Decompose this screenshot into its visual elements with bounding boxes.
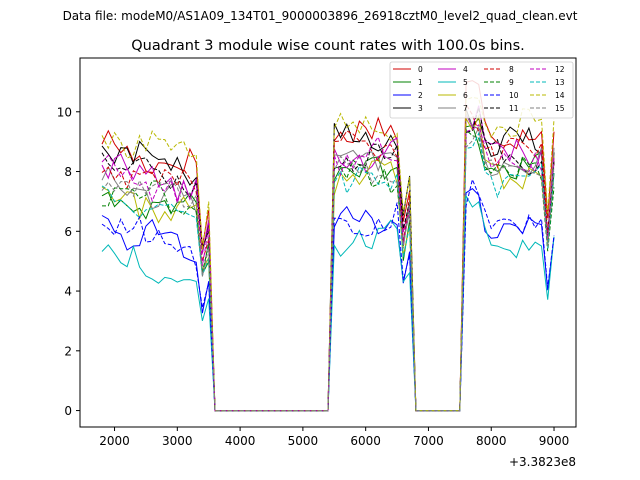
legend-label-14: 14 xyxy=(555,91,565,100)
series-lines xyxy=(101,80,555,412)
x-tick-label: 5000 xyxy=(288,434,319,448)
y-tick-label: 6 xyxy=(64,225,72,239)
x-offset-label: +3.3823e8 xyxy=(509,455,576,469)
y-axis: 0 2 4 6 8 10 xyxy=(57,105,80,418)
figure-suptitle: Data file: modeM0/AS1A09_134T01_90000038… xyxy=(63,9,578,23)
x-tick-label: 6000 xyxy=(350,434,381,448)
legend-label-12: 12 xyxy=(555,65,565,74)
legend-label-6: 6 xyxy=(463,91,468,100)
legend-label-3: 3 xyxy=(418,104,423,113)
series-line-15 xyxy=(101,125,555,412)
x-tick-label: 9000 xyxy=(539,434,570,448)
legend-label-10: 10 xyxy=(509,91,519,100)
legend-label-15: 15 xyxy=(555,104,565,113)
x-tick-label: 7000 xyxy=(413,434,444,448)
legend-label-11: 11 xyxy=(509,104,519,113)
series-line-13 xyxy=(101,131,555,412)
x-tick-label: 2000 xyxy=(99,434,130,448)
y-tick-label: 0 xyxy=(64,404,72,418)
legend-label-1: 1 xyxy=(418,78,423,87)
legend-label-2: 2 xyxy=(418,91,423,100)
legend-label-4: 4 xyxy=(463,65,468,74)
y-tick-label: 10 xyxy=(57,105,72,119)
legend-label-13: 13 xyxy=(555,78,565,87)
legend-label-0: 0 xyxy=(418,65,423,74)
legend-label-7: 7 xyxy=(463,104,468,113)
x-tick-label: 3000 xyxy=(162,434,193,448)
x-tick-label: 4000 xyxy=(225,434,256,448)
legend-label-8: 8 xyxy=(509,65,514,74)
y-tick-label: 2 xyxy=(64,344,72,358)
x-axis: 2000 3000 4000 5000 6000 7000 8000 9000 xyxy=(99,427,569,448)
legend-box xyxy=(389,61,574,119)
legend-label-5: 5 xyxy=(463,78,468,87)
y-tick-label: 4 xyxy=(64,285,72,299)
y-tick-label: 8 xyxy=(64,165,72,179)
legend-label-9: 9 xyxy=(509,78,514,87)
chart-title: Quadrant 3 module wise count rates with … xyxy=(131,38,525,54)
x-tick-label: 8000 xyxy=(476,434,507,448)
plot-area: 2000 3000 4000 5000 6000 7000 8000 9000 0246810… xyxy=(57,57,577,469)
axes-frame xyxy=(79,57,577,428)
